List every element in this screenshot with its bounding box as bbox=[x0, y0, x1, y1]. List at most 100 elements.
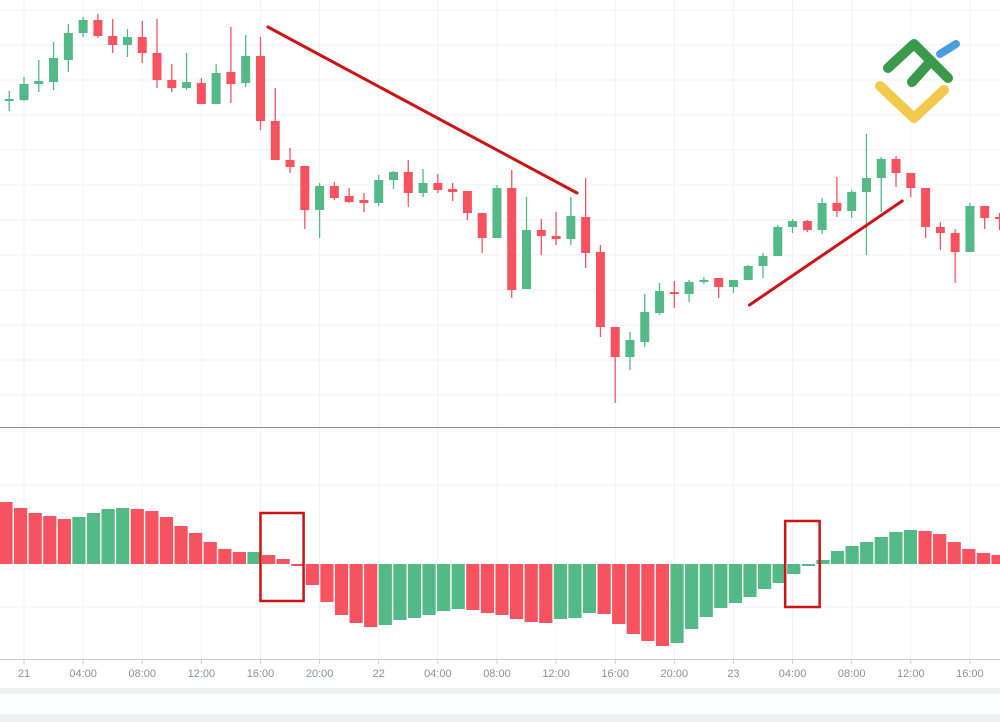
histogram-bar bbox=[991, 555, 1000, 564]
candle-body bbox=[788, 221, 798, 227]
candle-body bbox=[359, 200, 369, 203]
candle-body bbox=[950, 233, 960, 252]
histogram-bar bbox=[801, 564, 815, 566]
histogram-bar bbox=[72, 517, 86, 564]
annotations bbox=[259, 25, 904, 609]
histogram-bar bbox=[889, 532, 903, 564]
candle-body bbox=[832, 203, 842, 211]
candle-body bbox=[255, 56, 265, 121]
histogram-bar bbox=[218, 549, 232, 564]
histogram-bar bbox=[43, 516, 57, 564]
histogram-bar bbox=[57, 519, 71, 564]
candle-body bbox=[773, 227, 783, 256]
histogram-bar bbox=[422, 564, 436, 615]
histogram-bar bbox=[451, 564, 465, 609]
logo-blue-stroke bbox=[936, 40, 960, 58]
histogram-bar bbox=[320, 564, 334, 602]
histogram-bar bbox=[116, 508, 130, 564]
histogram-bar bbox=[203, 542, 217, 564]
histogram-bar bbox=[101, 509, 115, 564]
oscillator-histogram bbox=[0, 502, 1000, 646]
x-tick-label: 16:00 bbox=[956, 668, 984, 680]
candle-body bbox=[152, 53, 162, 80]
axis-bottom-strip bbox=[0, 688, 1000, 694]
candle-body bbox=[329, 186, 339, 198]
highlight-box bbox=[783, 519, 821, 609]
candle-body bbox=[802, 221, 812, 230]
candle-body bbox=[522, 230, 532, 289]
histogram-bar bbox=[582, 564, 597, 613]
x-tick-label: 04:00 bbox=[779, 668, 807, 680]
candle-body bbox=[817, 203, 827, 230]
candle-body bbox=[300, 166, 310, 210]
candle-body bbox=[462, 191, 472, 213]
histogram-bar bbox=[393, 564, 407, 620]
candle-body bbox=[270, 121, 280, 160]
candle-body bbox=[640, 312, 650, 342]
price-chart: 21 04:00 08:00 12:00 16:00 20:00 22 04:00 08:00 1… bbox=[0, 0, 1000, 680]
histogram-bar bbox=[232, 552, 247, 564]
histogram-bar bbox=[13, 508, 28, 564]
logo-green-stroke bbox=[907, 57, 935, 87]
candle-body bbox=[389, 172, 398, 180]
histogram-bar bbox=[378, 564, 392, 625]
x-tick-label: 23 bbox=[727, 668, 739, 680]
x-tick-label: 04:00 bbox=[424, 668, 452, 680]
x-tick-label: 12:00 bbox=[897, 668, 925, 680]
histogram-bar bbox=[247, 552, 261, 564]
trend-line bbox=[747, 199, 904, 307]
candlestick-series bbox=[4, 14, 1000, 403]
candle-body bbox=[699, 280, 709, 282]
histogram-bar bbox=[305, 564, 319, 585]
footer-strip bbox=[0, 714, 1000, 722]
candle-body bbox=[669, 292, 679, 294]
x-tick-label: 20:00 bbox=[661, 668, 689, 680]
candle-body bbox=[935, 227, 945, 233]
histogram-bar bbox=[743, 564, 757, 597]
x-tick-label: 16:00 bbox=[601, 668, 629, 680]
histogram-bar bbox=[539, 564, 553, 623]
x-tick-label: 04:00 bbox=[69, 668, 97, 680]
candle-body bbox=[418, 183, 428, 193]
candle-body bbox=[93, 20, 103, 36]
histogram-bar bbox=[261, 555, 276, 564]
candle-body bbox=[965, 206, 975, 252]
histogram-bar bbox=[714, 564, 728, 608]
candle-body bbox=[137, 37, 147, 53]
histogram-bar bbox=[597, 564, 611, 614]
histogram-bar bbox=[728, 564, 743, 603]
candle-body bbox=[980, 206, 990, 218]
histogram-bar bbox=[437, 564, 451, 611]
candle-body bbox=[861, 178, 871, 192]
candle-body bbox=[581, 217, 591, 253]
histogram-bar bbox=[334, 564, 349, 615]
histogram-bar bbox=[276, 559, 290, 564]
candle-body bbox=[49, 58, 59, 82]
candle-body bbox=[226, 72, 236, 84]
histogram-bar bbox=[670, 564, 684, 643]
candle-body bbox=[433, 183, 443, 190]
candle-body bbox=[714, 278, 724, 287]
candle-body bbox=[108, 36, 118, 45]
candle-body bbox=[876, 159, 886, 178]
candle-body bbox=[891, 159, 901, 173]
candle-body bbox=[906, 173, 916, 188]
histogram-bar bbox=[0, 502, 13, 564]
histogram-bar bbox=[509, 564, 524, 619]
histogram-bar bbox=[845, 546, 859, 564]
histogram-bar bbox=[364, 564, 378, 627]
candle-body bbox=[4, 99, 14, 101]
candle-body bbox=[994, 217, 1000, 219]
candle-body bbox=[285, 160, 295, 167]
logo-yellow-chevron bbox=[875, 81, 949, 123]
candle-body bbox=[551, 236, 561, 239]
histogram-bar bbox=[830, 551, 845, 564]
histogram-bar bbox=[480, 564, 495, 613]
x-axis: 21 04:00 08:00 12:00 16:00 20:00 22 04:00 08:00 1… bbox=[0, 659, 1000, 680]
histogram-bar bbox=[787, 564, 801, 574]
candle-body bbox=[684, 282, 694, 294]
candle-body bbox=[122, 37, 132, 45]
candle-body bbox=[758, 256, 768, 266]
histogram-bar bbox=[568, 564, 582, 618]
histogram-bar bbox=[407, 564, 422, 618]
